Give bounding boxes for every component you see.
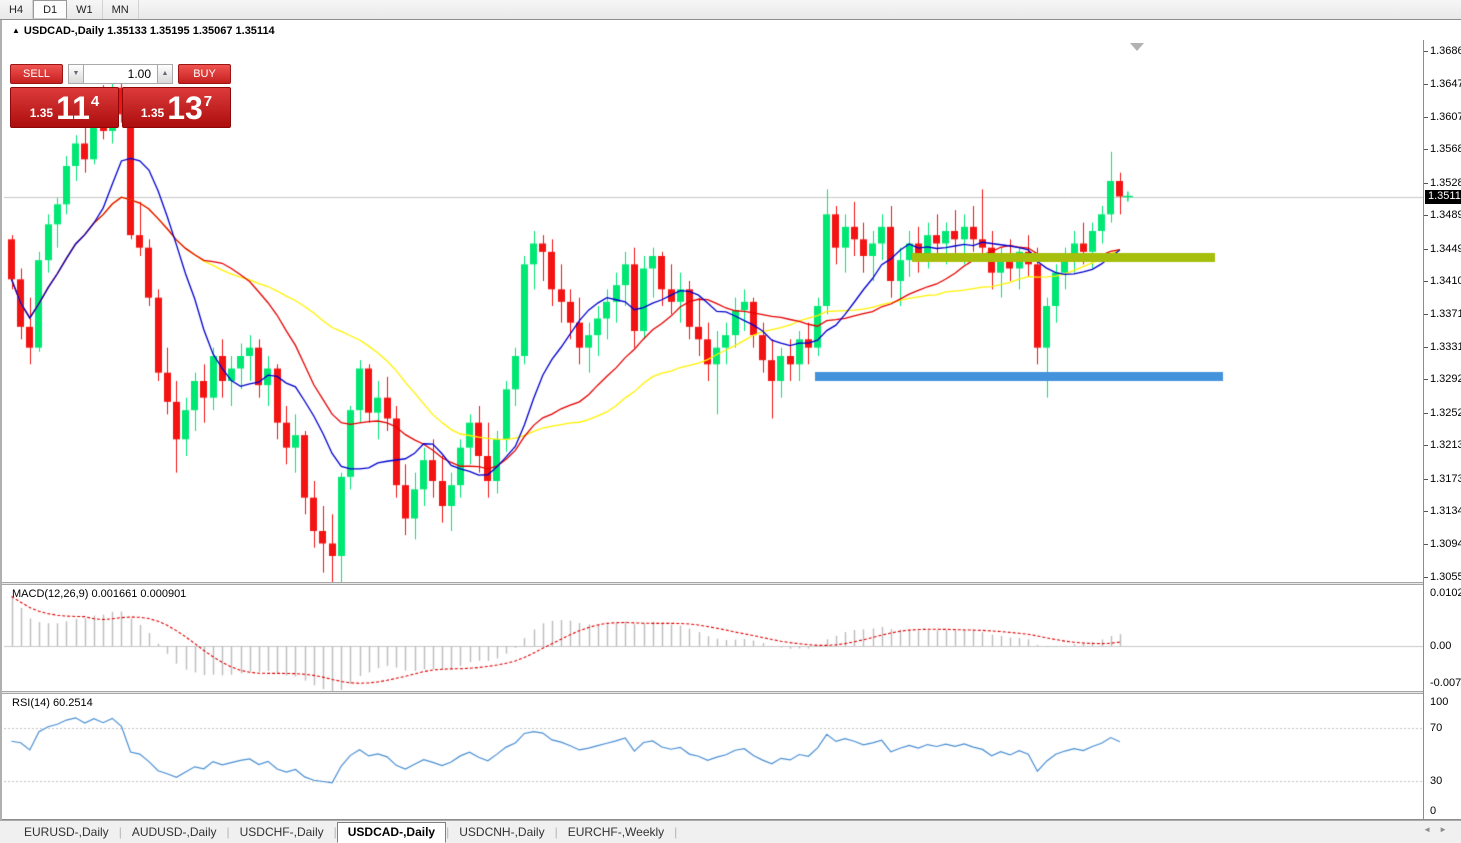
macd-label: MACD(12,26,9) 0.001661 0.000901 [12, 588, 187, 600]
buy-button[interactable]: BUY [178, 64, 231, 84]
tab-scroll-right-icon[interactable]: ► [1439, 825, 1455, 834]
indicator-tick-label: 0.00 [1430, 640, 1452, 652]
tab-divider: | [674, 825, 678, 839]
volume-increase-button[interactable]: ▲ [157, 64, 173, 84]
price-tick-label: 1.33710 [1424, 308, 1461, 320]
bid-price-prefix: 1.35 [29, 105, 54, 120]
price-tick-label: 1.32520 [1424, 407, 1461, 419]
tab-divider: | [118, 825, 122, 839]
price-tick-label: 1.33310 [1424, 341, 1461, 353]
price-tick-label: 1.35680 [1424, 143, 1461, 155]
price-axis[interactable]: 1.35114 1.36860 1.36470 1.36070 1.35680 1.35… [1423, 40, 1461, 819]
chart-tab-eurusd[interactable]: EURUSD-,Daily [24, 824, 109, 839]
chart-tab-audusd[interactable]: AUDUSD-,Daily [131, 824, 217, 839]
ask-price-pip: 7 [203, 93, 213, 110]
symbol-period-label: USDCAD-,Daily [23, 25, 104, 37]
chart-window: ▲ USDCAD-,Daily 1.35133 1.35195 1.35067 1… [0, 20, 1461, 840]
indicator-tick-label: -0.00747 [1430, 677, 1461, 689]
bid-price-big: 11 [56, 89, 90, 126]
price-tick-label: 1.35280 [1424, 177, 1461, 189]
price-tick-label: 1.36470 [1424, 78, 1461, 90]
chart-tab-usdcnh[interactable]: USDCNH-,Daily [459, 824, 545, 839]
indicator-tick-label: 0 [1430, 805, 1437, 817]
ask-price-prefix: 1.35 [140, 105, 165, 120]
macd-pane: MACD(12,26,9) 0.001661 0.000901 [4, 585, 1423, 691]
price-tick-label: 1.30940 [1424, 538, 1461, 550]
chart-tab-usdcad[interactable]: USDCAD-,Daily [336, 821, 447, 843]
chart-tab-usdchf[interactable]: USDCHF-,Daily [239, 824, 324, 839]
rsi-pane: RSI(14) 60.2514 [4, 694, 1423, 819]
current-price-tag: 1.35114 [1425, 190, 1461, 204]
price-tick-label: 1.32920 [1424, 373, 1461, 385]
rsi-label: RSI(14) 60.2514 [12, 697, 93, 709]
ask-price-box[interactable]: 1.35 13 7 [122, 87, 231, 128]
pane-separator[interactable] [2, 582, 1461, 585]
tab-divider: | [226, 825, 230, 839]
ohlc-values: 1.35133 1.35195 1.35067 1.35114 [107, 25, 275, 37]
indicator-tick-label: 30 [1430, 775, 1443, 787]
tab-scroll-arrows[interactable]: ◄► [1423, 825, 1455, 834]
chart-tab-bar: ◄► EURUSD-,Daily | AUDUSD-,Daily | USDCHF-,D… [0, 820, 1461, 843]
price-tick-label: 1.32130 [1424, 439, 1461, 451]
tab-divider: | [554, 825, 558, 839]
timeframe-button-mn[interactable]: MN [103, 0, 139, 19]
indicator-tick-label: 70 [1430, 722, 1443, 734]
collapse-triangle-icon[interactable]: ▲ [12, 26, 20, 35]
bid-price-pip: 4 [90, 93, 100, 110]
timeframe-button-w1[interactable]: W1 [67, 0, 103, 19]
ask-price-big: 13 [167, 89, 203, 126]
timeframe-toolbar: H4 D1 W1 MN [0, 0, 1461, 20]
timeframe-button-h4[interactable]: H4 [0, 0, 34, 19]
main-price-pane [4, 40, 1423, 582]
bid-price-box[interactable]: 1.35 11 4 [10, 87, 119, 128]
indicator-tick-label: 100 [1430, 696, 1449, 708]
rsi-canvas[interactable] [4, 694, 1423, 819]
indicator-tick-label: 0.010229 [1430, 587, 1461, 599]
price-tick-label: 1.36860 [1424, 45, 1461, 57]
main-chart-canvas[interactable] [4, 40, 1423, 582]
pane-separator[interactable] [2, 691, 1461, 694]
price-tick-label: 1.34490 [1424, 243, 1461, 255]
chart-tab-eurchf[interactable]: EURCHF-,Weekly [567, 824, 665, 839]
one-click-trade-panel: SELL ▼ ▲ BUY 1.35 11 4 1.35 13 7 [10, 64, 231, 128]
macd-canvas[interactable] [4, 585, 1423, 691]
price-tick-label: 1.34890 [1424, 209, 1461, 221]
volume-input[interactable] [84, 64, 157, 84]
price-tick-label: 1.31730 [1424, 473, 1461, 485]
price-tick-label: 1.34100 [1424, 275, 1461, 287]
price-tick-label: 1.31340 [1424, 505, 1461, 517]
timeframe-button-d1[interactable]: D1 [33, 0, 68, 19]
price-tick-label: 1.36070 [1424, 111, 1461, 123]
chart-shift-anchor-icon[interactable] [1130, 43, 1144, 51]
tab-divider: | [446, 825, 450, 839]
chart-title: ▲ USDCAD-,Daily 1.35133 1.35195 1.35067 1… [12, 25, 275, 37]
volume-decrease-button[interactable]: ▼ [68, 64, 84, 84]
sell-button[interactable]: SELL [10, 64, 63, 84]
tab-scroll-left-icon[interactable]: ◄ [1423, 825, 1440, 834]
tab-divider: | [333, 825, 337, 839]
